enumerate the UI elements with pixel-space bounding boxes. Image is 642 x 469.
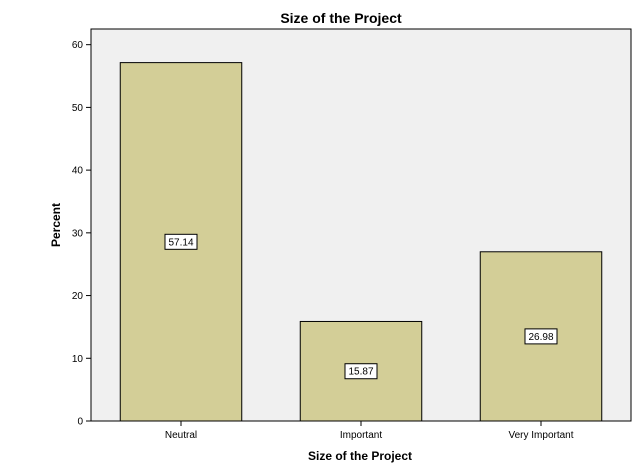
- chart-title: Size of the Project: [280, 10, 402, 26]
- data-label-2: 26.98: [528, 332, 553, 343]
- y-tick-label-4: 40: [72, 166, 84, 177]
- bars: 57.14 15.87 26.98: [119, 62, 603, 422]
- data-label-box-1: [344, 363, 378, 380]
- data-label-0: 57.14: [168, 237, 193, 248]
- y-axis-title: Percent: [49, 203, 63, 247]
- y-tick-label-3: 30: [72, 228, 84, 239]
- x-tick-label-0: Neutral: [165, 430, 197, 441]
- x-tick-label-1: Important: [340, 430, 382, 441]
- x-axis: Neutral Important Very Important: [165, 421, 574, 441]
- x-axis-title: Size of the Project: [308, 449, 412, 463]
- y-tick-label-0: 0: [77, 417, 83, 428]
- data-label-box-0: [164, 233, 198, 250]
- x-tick-label-2: Very Important: [508, 430, 573, 441]
- y-axis: 0 10 20 30 40 50 60: [72, 40, 91, 428]
- y-tick-label-1: 10: [72, 354, 84, 365]
- data-label-box-2: [524, 328, 558, 345]
- y-tick-label-5: 50: [72, 103, 84, 114]
- y-tick-label-6: 60: [72, 40, 84, 51]
- data-label-1: 15.87: [348, 367, 373, 378]
- y-tick-label-2: 20: [72, 291, 84, 302]
